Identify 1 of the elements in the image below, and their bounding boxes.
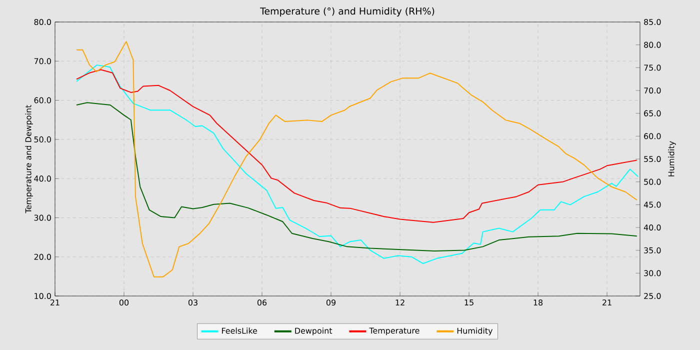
chart-title: Temperature (°) and Humidity (RH%) [260, 7, 434, 16]
